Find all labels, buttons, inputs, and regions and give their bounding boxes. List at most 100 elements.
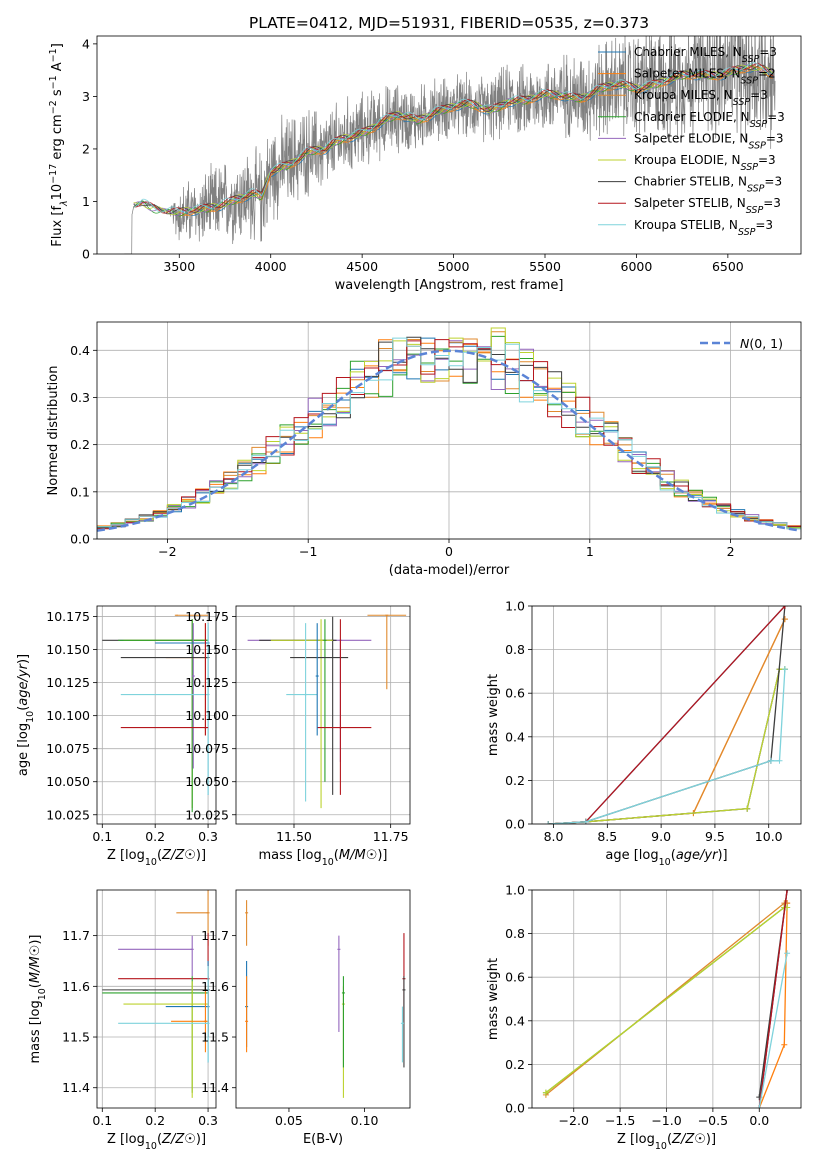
label-part: ( bbox=[667, 1132, 672, 1147]
spectrum-xtick-label: 4000 bbox=[255, 259, 287, 274]
legend-entry-gaussian: N(0, 1) bbox=[740, 336, 783, 351]
label-part: Normed distribution bbox=[46, 366, 61, 496]
age_vs_Z-xtick-label: 0.3 bbox=[198, 829, 218, 844]
cumulative_Z-marker bbox=[784, 890, 791, 893]
label-part: 10 bbox=[145, 1141, 157, 1152]
mass_vs_EBV-xtick-label: 0.10 bbox=[351, 1113, 379, 1128]
age_vs_mass-ytick-label: 10.150 bbox=[185, 642, 229, 657]
cumulative_Z-xtick-label: −0.5 bbox=[698, 1113, 728, 1128]
label-part: s bbox=[50, 89, 65, 100]
cumulative_age-xtick-label: 9.0 bbox=[651, 829, 671, 844]
label-part: Chabrier ELODIE, N bbox=[634, 110, 750, 124]
mass_vs_EBV-frame bbox=[235, 889, 411, 1109]
residuals-ytick-label: 0.2 bbox=[70, 437, 90, 452]
label-part: M/M☉ bbox=[339, 848, 377, 863]
cumulative_Z-ytick-label: 1.0 bbox=[505, 883, 525, 898]
label-part: =3 bbox=[763, 196, 781, 210]
label-part: SSP bbox=[747, 183, 765, 194]
spectrum-plot-area bbox=[124, 36, 776, 254]
cumulative_Z-marker bbox=[784, 950, 791, 957]
label-part: N bbox=[740, 336, 750, 351]
label-part: −2 bbox=[48, 100, 59, 114]
cumulative_Z-marker bbox=[781, 1041, 788, 1048]
label-part: =3 bbox=[764, 175, 782, 189]
age_vs_mass-xlabel: mass [log10(M/M☉)] bbox=[259, 848, 388, 868]
cumulative_age-ytick-label: 0.2 bbox=[505, 773, 525, 788]
cumulative_Z-xtick-label: −2.0 bbox=[559, 1113, 589, 1128]
spectrum-xlabel: wavelength [Angstrom, rest frame] bbox=[335, 278, 564, 293]
cumulative_age-ylabel: mass weight bbox=[486, 674, 501, 756]
label-part: ( bbox=[334, 848, 339, 863]
age_vs_Z-ytick-label: 10.050 bbox=[46, 774, 90, 789]
cumulative_Z-ytick-label: 0.4 bbox=[505, 1013, 525, 1028]
label-part: mass weight bbox=[486, 958, 501, 1040]
spectrum-model-salpeter-elodie bbox=[133, 64, 774, 216]
age_vs_Z-frame bbox=[96, 605, 217, 825]
label-part: SSP bbox=[741, 75, 759, 86]
label-part: ( bbox=[671, 848, 676, 863]
label-part: age/yr bbox=[16, 662, 31, 705]
legend-entry: Chabrier MILES, NSSP=3 bbox=[634, 45, 777, 65]
age_vs_mass-frame bbox=[235, 605, 411, 825]
age_vs_Z-ytick-label: 10.150 bbox=[46, 642, 90, 657]
spectrum-xtick-label: 4500 bbox=[346, 259, 378, 274]
label-part: 10 bbox=[50, 184, 65, 201]
label-part: Chabrier MILES, N bbox=[634, 45, 742, 59]
spectrum-model-kroupa-stelib bbox=[133, 62, 774, 213]
mass_vs_Z-ytick-label: 11.7 bbox=[62, 928, 90, 943]
label-part: Salpeter MILES, N bbox=[634, 67, 741, 81]
legend-entry: Kroupa ELODIE, NSSP=3 bbox=[634, 153, 776, 173]
mass_vs_Z-ylabel: mass [log10(M/M☉)] bbox=[28, 935, 48, 1064]
label-part: )] bbox=[28, 935, 43, 945]
spectrum-frame bbox=[96, 35, 802, 255]
age_vs_mass-ytick-label: 10.125 bbox=[185, 675, 229, 690]
mass_vs_Z-xlabel: Z [log10(Z/Z☉)] bbox=[107, 1132, 206, 1152]
label-part: SSP bbox=[733, 97, 751, 108]
cumulative_age-marker bbox=[781, 616, 788, 623]
cumulative_Z-xtick-label: −1.0 bbox=[651, 1113, 681, 1128]
label-part: )] bbox=[706, 1132, 716, 1147]
cumulative_Z-ytick-label: 0.0 bbox=[505, 1101, 525, 1116]
age_vs_mass-ytick-label: 10.100 bbox=[185, 708, 229, 723]
residuals-frame bbox=[96, 321, 802, 540]
spectrum-ytick-label: 2 bbox=[82, 141, 90, 156]
residuals-xtick-label: −2 bbox=[158, 544, 176, 559]
spectrum-axes: 3500 4000 4500 5000 5500 6000 6500 0 1 2 3 4 wavelen… bbox=[48, 35, 802, 293]
legend-entry: Kroupa MILES, NSSP=3 bbox=[634, 88, 768, 108]
residuals-ylabel: Normed distribution bbox=[46, 366, 61, 496]
label-part: mass [log bbox=[259, 848, 322, 863]
mass_vs_EBV-plot-area bbox=[245, 900, 406, 1098]
mass_vs_EBV-xtick-label: 0.05 bbox=[275, 1113, 303, 1128]
cumulative_age-ytick-label: 1.0 bbox=[505, 599, 525, 614]
residuals-ytick-label: 0.0 bbox=[70, 532, 90, 547]
cumulative_Z-marker bbox=[542, 1089, 549, 1096]
age_vs_Z-ylabel: age [log10(age/yr)] bbox=[16, 654, 36, 776]
label-part: Flux [f bbox=[50, 206, 65, 247]
legend-entry: Salpeter STELIB, NSSP=3 bbox=[634, 196, 781, 216]
mass_vs_Z-frame bbox=[96, 889, 217, 1109]
legend-entry: Chabrier ELODIE, NSSP=3 bbox=[634, 110, 785, 130]
label-part: Salpeter STELIB, N bbox=[634, 196, 746, 210]
label-part: Kroupa STELIB, N bbox=[634, 218, 738, 232]
label-part: SSP bbox=[742, 54, 760, 65]
label-part: 10 bbox=[25, 711, 36, 723]
age_vs_Z-xtick-label: 0.1 bbox=[92, 829, 112, 844]
age_vs_mass-ytick-label: 10.175 bbox=[185, 609, 229, 624]
mass_vs_EBV-axes: 0.05 0.10 11.4 11.5 11.6 11.7 E(B-V) bbox=[201, 889, 411, 1147]
label-part: M/M☉ bbox=[28, 945, 43, 983]
label-part: Kroupa MILES, N bbox=[634, 88, 733, 102]
residuals-ytick-label: 0.3 bbox=[70, 390, 90, 405]
spectrum-xtick-label: 3500 bbox=[163, 259, 195, 274]
label-part: mass [log bbox=[28, 1000, 43, 1063]
residual-hist-kroupa-stelib bbox=[97, 337, 801, 539]
label-part: SSP bbox=[738, 226, 756, 237]
cumulative_age-xtick-label: 8.0 bbox=[544, 829, 564, 844]
residuals-xtick-label: 2 bbox=[727, 544, 735, 559]
label-part: ( bbox=[28, 983, 43, 988]
cumulative_Z-plot-area bbox=[542, 890, 791, 1108]
label-part: Z [log bbox=[107, 1132, 145, 1147]
residuals-xtick-label: −1 bbox=[299, 544, 317, 559]
label-part: A bbox=[50, 62, 65, 75]
label-part: 10 bbox=[659, 857, 671, 868]
